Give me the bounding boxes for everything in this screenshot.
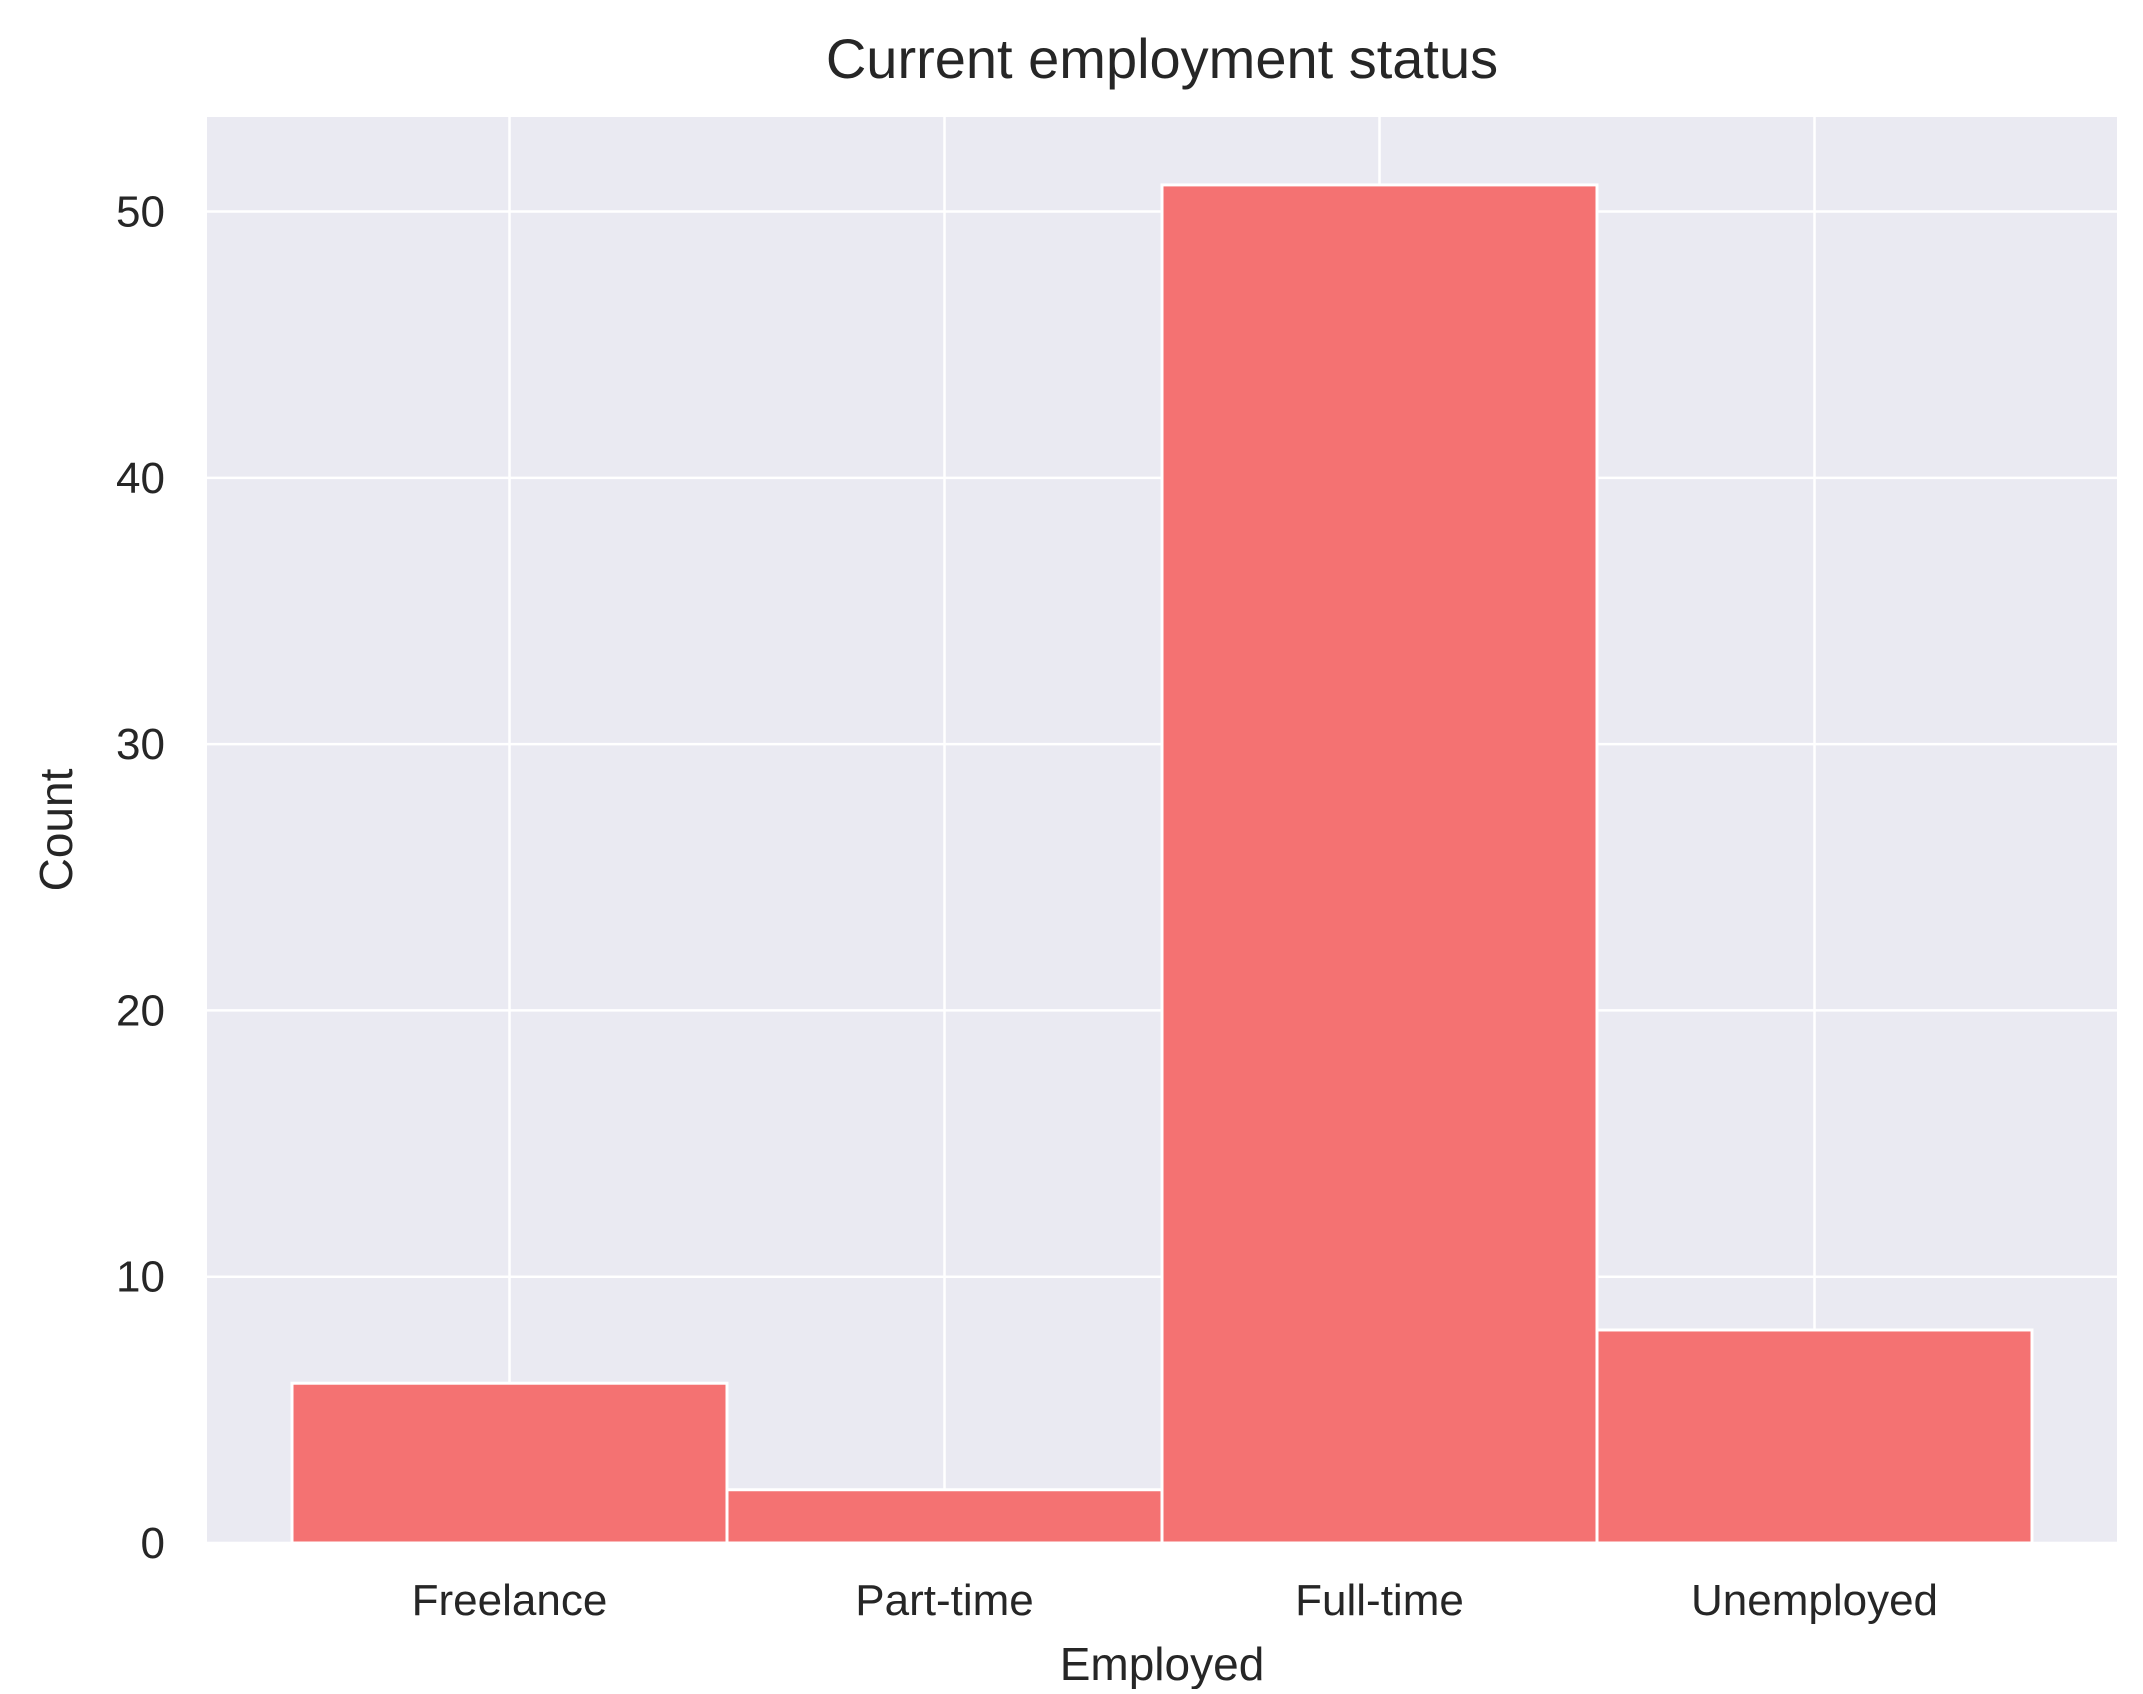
x-tick-label: Freelance xyxy=(412,1576,608,1625)
x-tick-label: Full-time xyxy=(1295,1576,1464,1625)
y-tick-label: 30 xyxy=(116,720,165,769)
bars xyxy=(290,183,2034,1545)
x-axis-label: Employed xyxy=(1060,1638,1265,1689)
bar-part-time xyxy=(725,1488,1164,1545)
y-axis-label: Count xyxy=(30,768,82,891)
x-tick-label: Part-time xyxy=(855,1576,1033,1625)
x-tick-labels: Freelance Part-time Full-time Unemployed xyxy=(412,1576,1938,1625)
chart-title: Current employment status xyxy=(826,27,1498,90)
x-tick-label: Unemployed xyxy=(1691,1576,1938,1625)
y-tick-label: 0 xyxy=(141,1519,165,1568)
y-tick-label: 50 xyxy=(116,188,165,237)
bar-freelance xyxy=(290,1381,729,1545)
bar-unemployed xyxy=(1595,1328,2034,1545)
bar-full-time xyxy=(1160,183,1599,1545)
y-tick-label: 10 xyxy=(116,1253,165,1302)
y-tick-labels: 0 10 20 30 40 50 xyxy=(116,188,165,1568)
y-tick-label: 40 xyxy=(116,454,165,503)
y-tick-label: 20 xyxy=(116,986,165,1035)
